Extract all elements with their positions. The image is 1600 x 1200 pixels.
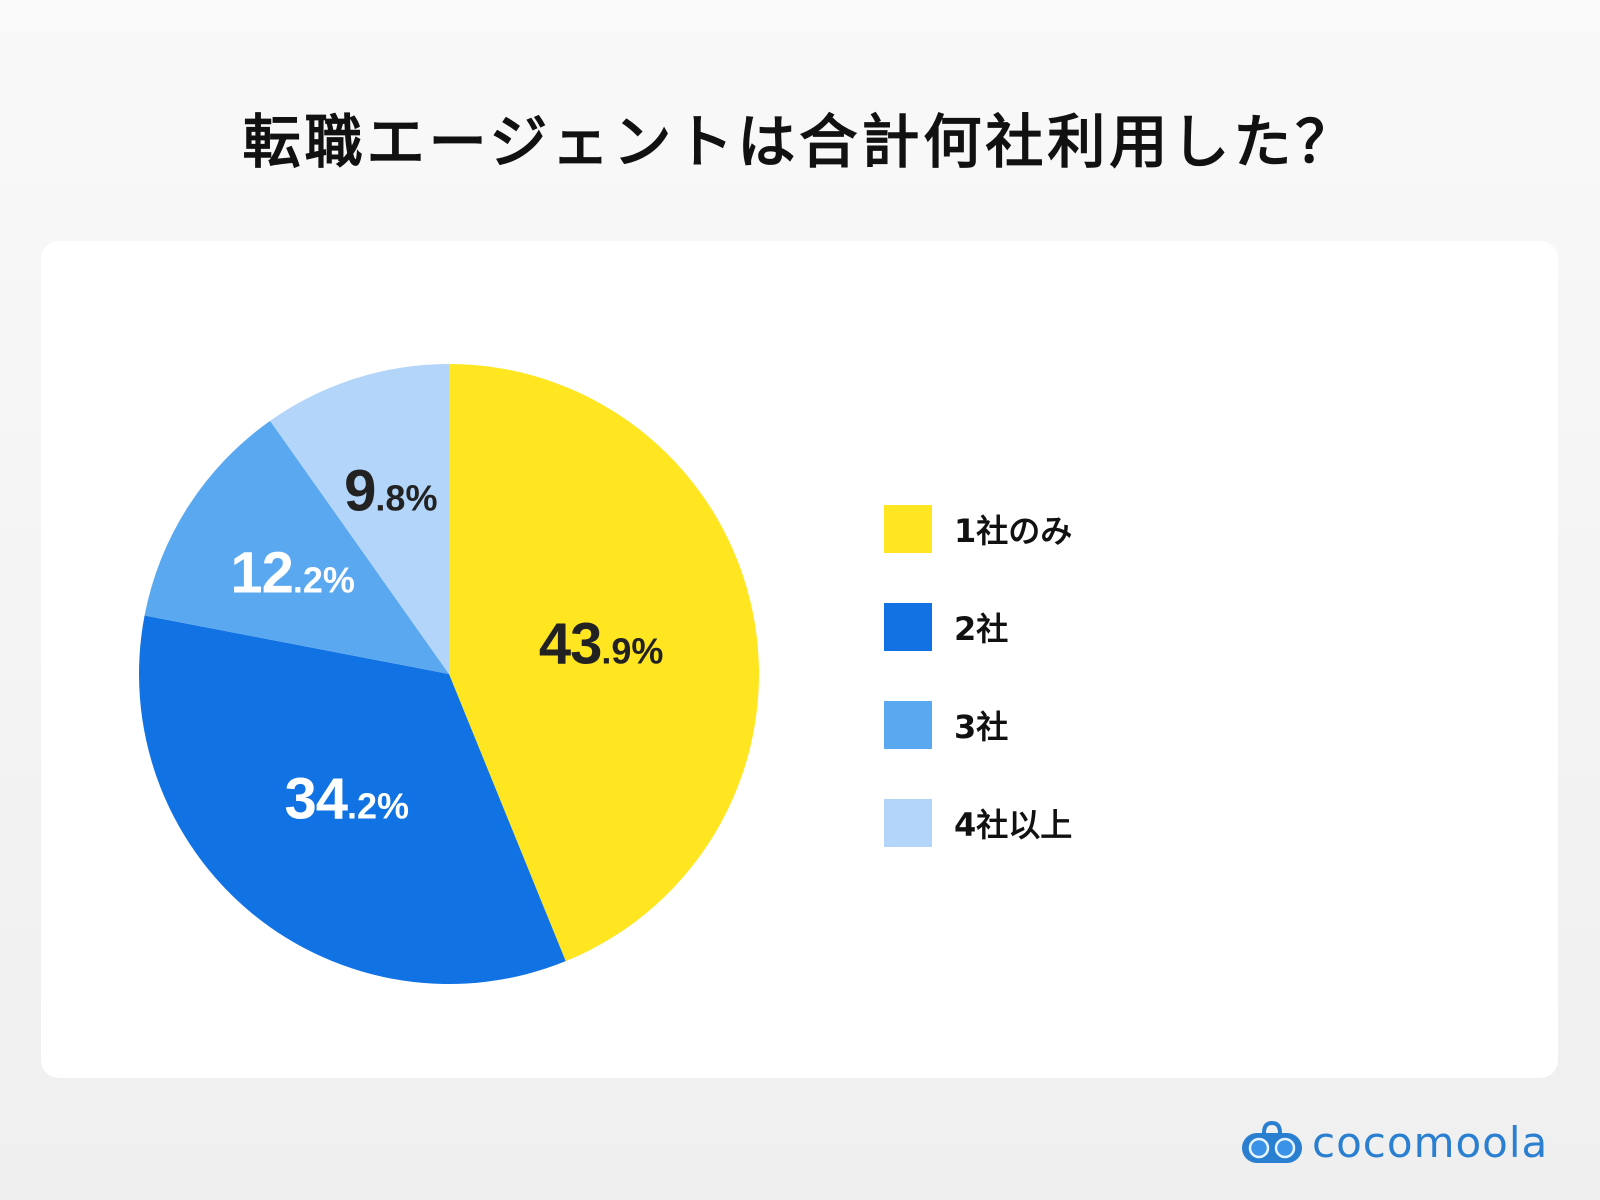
legend-item: 1社のみ bbox=[884, 505, 1072, 553]
legend-swatch bbox=[884, 505, 932, 553]
logo-text: cocomoola bbox=[1312, 1118, 1549, 1167]
pie-slice-3 bbox=[144, 420, 449, 674]
slice-label-integer: 43 bbox=[538, 611, 603, 677]
legend-label: 3社 bbox=[954, 708, 1009, 746]
slice-label-integer: 12 bbox=[230, 540, 294, 606]
slice-label-decimal: .9% bbox=[601, 630, 664, 672]
legend-label: 2社 bbox=[954, 610, 1009, 648]
logo-icon bbox=[1242, 1120, 1302, 1163]
legend-swatch bbox=[884, 701, 932, 749]
slice-label-decimal: .2% bbox=[346, 785, 409, 827]
legend: 1社のみ 2社 3社 4社以上 bbox=[884, 505, 1072, 897]
slice-label: 43.9% bbox=[539, 611, 664, 678]
slice-label: 12.2% bbox=[230, 540, 355, 607]
chart-title: 転職エージェントは合計何社利用した？ bbox=[242, 108, 1358, 176]
chart-card: 43.9% 34.2% 12.2% 9.8% bbox=[41, 241, 1558, 1078]
legend-label: 4社以上 bbox=[954, 806, 1073, 844]
pie-slice-4 bbox=[270, 364, 449, 674]
legend-swatch bbox=[884, 799, 932, 847]
pie-chart bbox=[139, 364, 759, 984]
legend-swatch bbox=[884, 603, 932, 651]
pie-slice-1 bbox=[449, 364, 759, 962]
slice-label-decimal: .2% bbox=[292, 559, 355, 601]
pie-slice-2 bbox=[139, 615, 566, 984]
slice-label: 9.8% bbox=[344, 457, 437, 524]
legend-item: 3社 bbox=[884, 701, 1072, 749]
cocomoola-logo: cocomoola bbox=[1240, 1118, 1548, 1167]
slice-label-decimal: .8% bbox=[375, 477, 438, 519]
slice-label-integer: 9 bbox=[344, 458, 376, 524]
slice-label: 34.2% bbox=[284, 765, 409, 832]
legend-item: 4社以上 bbox=[884, 799, 1072, 847]
legend-label: 1社のみ bbox=[954, 512, 1073, 550]
legend-item: 2社 bbox=[884, 603, 1072, 651]
slice-label-integer: 34 bbox=[284, 766, 348, 832]
